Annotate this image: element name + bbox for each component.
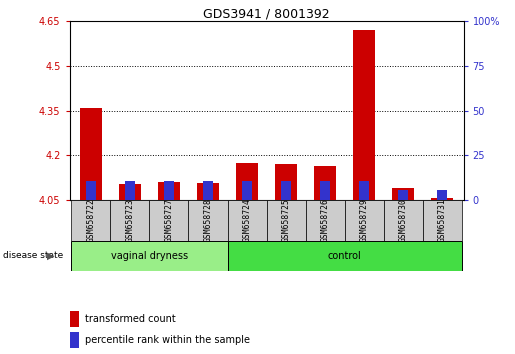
Text: GSM658727: GSM658727 <box>164 199 174 242</box>
Bar <box>119 184 141 200</box>
Bar <box>276 164 297 200</box>
Bar <box>70 332 79 348</box>
Bar <box>242 181 252 200</box>
Title: GDS3941 / 8001392: GDS3941 / 8001392 <box>203 7 330 20</box>
Bar <box>267 200 305 241</box>
Text: control: control <box>328 251 362 261</box>
Bar <box>353 30 375 200</box>
Text: GSM658722: GSM658722 <box>87 199 95 242</box>
Bar <box>203 181 213 200</box>
Bar <box>80 108 101 200</box>
Text: ▶: ▶ <box>47 251 55 261</box>
Bar <box>70 311 79 327</box>
Bar <box>236 163 258 200</box>
Bar <box>281 181 291 200</box>
Text: vaginal dryness: vaginal dryness <box>111 251 188 261</box>
Bar <box>188 200 228 241</box>
Text: GSM658724: GSM658724 <box>243 199 251 242</box>
Bar <box>345 200 384 241</box>
Bar <box>228 200 267 241</box>
Text: GSM658723: GSM658723 <box>126 199 134 242</box>
Bar <box>314 166 336 200</box>
Bar <box>422 200 461 241</box>
Bar <box>164 181 174 200</box>
Bar <box>149 200 188 241</box>
Bar <box>197 183 219 200</box>
Text: GSM658726: GSM658726 <box>320 199 330 242</box>
Bar <box>158 182 180 200</box>
Text: disease state: disease state <box>3 251 63 260</box>
Bar <box>432 198 453 200</box>
Text: GSM658731: GSM658731 <box>438 199 447 242</box>
Bar <box>437 190 447 200</box>
Bar <box>125 181 135 200</box>
Bar <box>228 241 461 271</box>
Text: percentile rank within the sample: percentile rank within the sample <box>85 335 250 345</box>
Bar <box>384 200 422 241</box>
Bar <box>72 200 111 241</box>
Bar <box>359 181 369 200</box>
Text: GSM658728: GSM658728 <box>203 199 213 242</box>
Bar <box>305 200 345 241</box>
Text: GSM658725: GSM658725 <box>282 199 290 242</box>
Bar <box>86 181 96 200</box>
Text: transformed count: transformed count <box>85 314 176 324</box>
Bar <box>111 200 149 241</box>
Bar <box>392 188 414 200</box>
Bar <box>72 241 228 271</box>
Text: GSM658729: GSM658729 <box>359 199 369 242</box>
Text: GSM658730: GSM658730 <box>399 199 407 242</box>
Bar <box>398 190 408 200</box>
Bar <box>320 181 330 200</box>
